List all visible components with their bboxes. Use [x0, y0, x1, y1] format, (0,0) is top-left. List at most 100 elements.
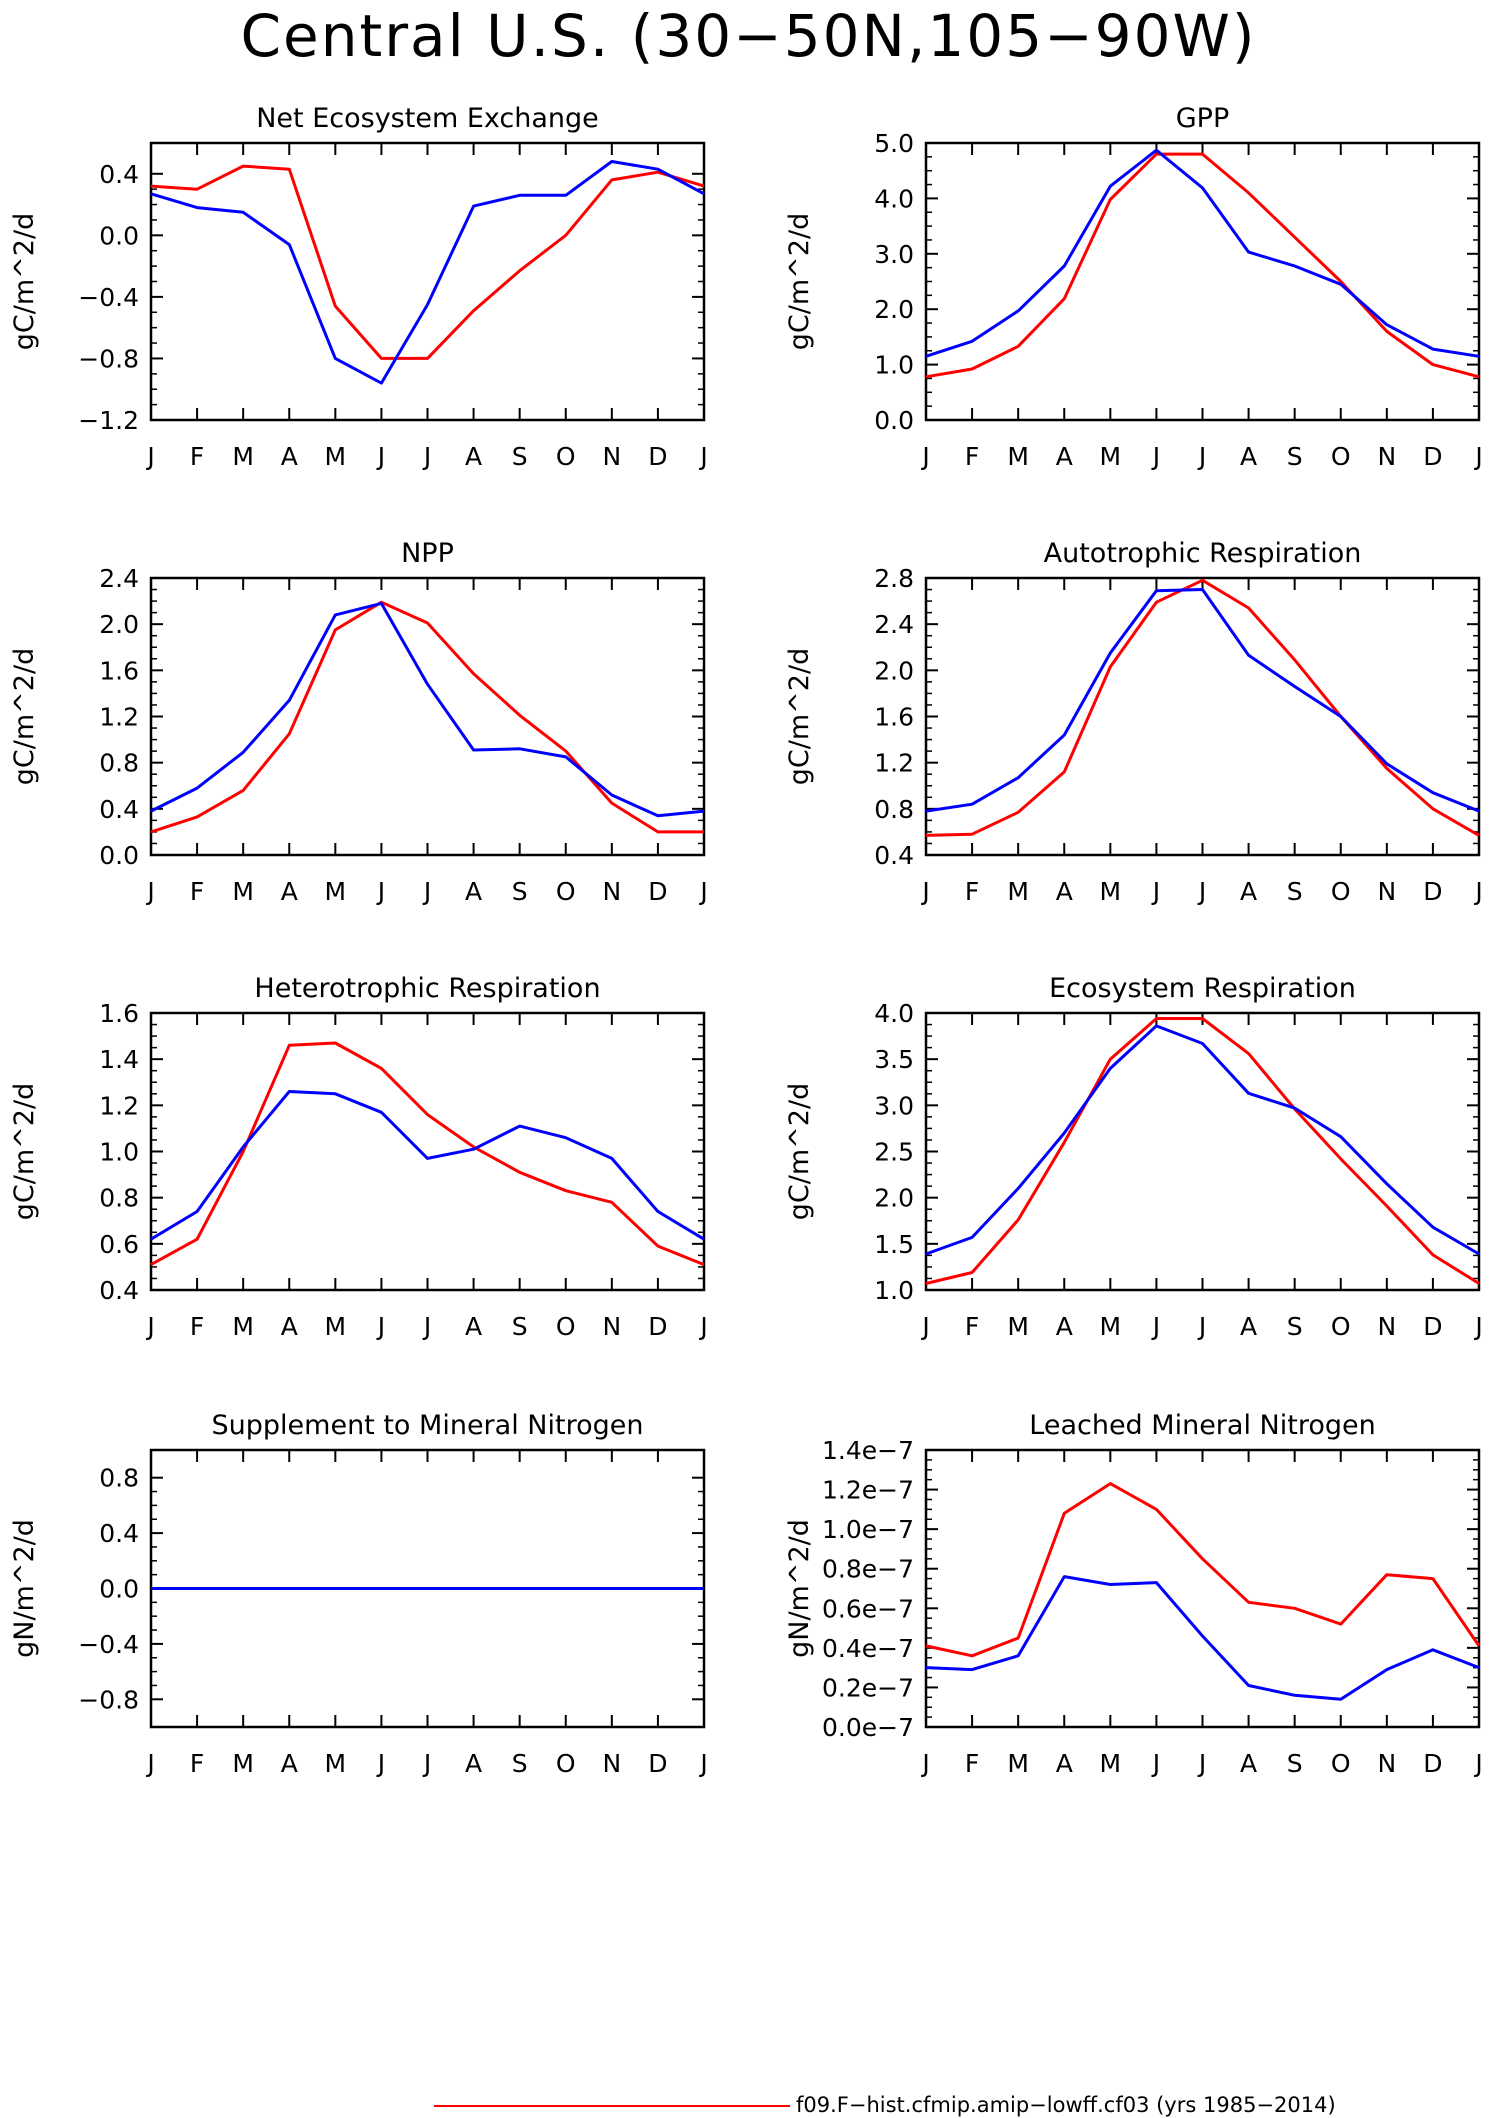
y-tick-label: 0.4e−7 [822, 1634, 914, 1663]
x-tick-label: F [965, 1312, 979, 1341]
x-tick-label: J [1473, 1749, 1482, 1778]
y-tick-label: −1.2 [78, 406, 139, 435]
chart-panel-5: Heterotrophic Respiration 0.4 0.6 0.8 1.0 1.2… [9, 973, 708, 1341]
y-tick-label: 0.8e−7 [822, 1555, 914, 1584]
x-tick-label: F [965, 442, 979, 471]
series-line-blue [150, 160, 705, 385]
series-line-red [150, 164, 705, 360]
plot-frame [924, 1448, 1481, 1729]
y-tick-label: 2.4 [99, 564, 139, 593]
x-tick-label: M [232, 442, 254, 471]
y-tick-label: 0.0e−7 [822, 1713, 914, 1742]
y-tick-label: 0.4 [99, 795, 139, 824]
y-tick-label: 5.0 [874, 129, 914, 158]
y-tick-label: 0.0 [99, 221, 139, 250]
x-tick-label: F [965, 877, 979, 906]
x-tick-label: J [920, 1312, 929, 1341]
x-tick-label: O [1331, 1312, 1351, 1341]
x-tick-label: O [1331, 442, 1351, 471]
x-tick-label: S [1287, 442, 1303, 471]
x-tick-label: A [281, 442, 298, 471]
series-line-blue [925, 1575, 1480, 1701]
x-tick-label: J [376, 442, 385, 471]
x-tick-label: S [1287, 1749, 1303, 1778]
y-tick-label: 0.0 [99, 1575, 139, 1604]
x-tick-label: J [920, 442, 929, 471]
x-tick-label: M [325, 1312, 347, 1341]
x-tick-label: N [1377, 877, 1396, 906]
x-tick-label: F [190, 1749, 204, 1778]
x-tick-label: F [190, 1312, 204, 1341]
x-tick-label: O [556, 1312, 576, 1341]
y-axis-label: gC/m^2/d [9, 1083, 40, 1220]
x-tick-label: J [1473, 1312, 1482, 1341]
x-tick-label: J [698, 1312, 707, 1341]
x-tick-label: A [465, 1312, 482, 1341]
y-axis-label: gC/m^2/d [9, 648, 40, 785]
y-axis-label: gC/m^2/d [784, 648, 815, 785]
y-tick-label: 0.6e−7 [822, 1594, 914, 1623]
x-tick-label: O [556, 1749, 576, 1778]
x-tick-label: D [1423, 442, 1442, 471]
x-tick-label: D [1423, 877, 1442, 906]
x-tick-label: O [1331, 1749, 1351, 1778]
x-tick-label: M [325, 1749, 347, 1778]
plot-frame [149, 141, 706, 422]
x-tick-label: A [281, 1749, 298, 1778]
x-tick-label: J [422, 877, 431, 906]
x-tick-label: J [1151, 1312, 1160, 1341]
y-tick-label: 4.0 [874, 999, 914, 1028]
x-tick-label: J [920, 877, 929, 906]
x-tick-label: D [648, 877, 667, 906]
x-tick-label: M [1100, 442, 1122, 471]
x-tick-label: S [512, 877, 528, 906]
y-tick-label: 0.0 [99, 841, 139, 870]
x-tick-label: J [1473, 877, 1482, 906]
x-tick-label: D [648, 1749, 667, 1778]
y-tick-label: 3.0 [874, 240, 914, 269]
x-tick-label: D [648, 442, 667, 471]
y-tick-label: 2.5 [874, 1138, 914, 1167]
x-tick-label: F [965, 1749, 979, 1778]
x-tick-label: A [1240, 1749, 1257, 1778]
chart-title: Heterotrophic Respiration [254, 973, 600, 1004]
plot-frame [924, 1011, 1481, 1292]
x-tick-label: J [145, 877, 154, 906]
y-tick-label: 0.4 [99, 1276, 139, 1305]
series-line-blue [150, 1090, 705, 1241]
series-line-red [925, 152, 1480, 379]
y-tick-label: 1.6 [99, 656, 139, 685]
y-tick-label: 0.8 [99, 749, 139, 778]
legend-red-swatch [434, 2105, 790, 2107]
x-tick-label: M [325, 442, 347, 471]
y-tick-label: 2.8 [874, 564, 914, 593]
y-tick-label: 0.0 [874, 406, 914, 435]
y-tick-label: 1.0e−7 [822, 1515, 914, 1544]
x-tick-label: F [190, 442, 204, 471]
chart-title: NPP [401, 538, 454, 569]
series-line-blue [150, 601, 705, 818]
x-tick-label: M [1007, 442, 1029, 471]
y-tick-label: 1.0 [99, 1138, 139, 1167]
x-tick-label: S [1287, 1312, 1303, 1341]
x-tick-label: A [1240, 1312, 1257, 1341]
x-tick-label: N [602, 442, 621, 471]
x-tick-label: J [698, 442, 707, 471]
y-tick-label: 0.4 [99, 160, 139, 189]
x-tick-label: F [190, 877, 204, 906]
y-tick-label: 0.6 [99, 1230, 139, 1259]
y-axis-label: gC/m^2/d [9, 213, 40, 350]
y-tick-label: 1.5 [874, 1230, 914, 1259]
x-tick-label: S [512, 442, 528, 471]
x-tick-label: O [556, 442, 576, 471]
x-tick-label: A [1056, 1749, 1073, 1778]
chart-panel-1: Net Ecosystem Exchange −1.2 −0.8 −0.4 0.0 0.4… [9, 103, 708, 471]
y-tick-label: 0.4 [99, 1519, 139, 1548]
y-tick-label: 2.0 [874, 1184, 914, 1213]
series-line-red [925, 1482, 1481, 1658]
x-tick-label: A [1056, 1312, 1073, 1341]
x-tick-label: M [1007, 1312, 1029, 1341]
